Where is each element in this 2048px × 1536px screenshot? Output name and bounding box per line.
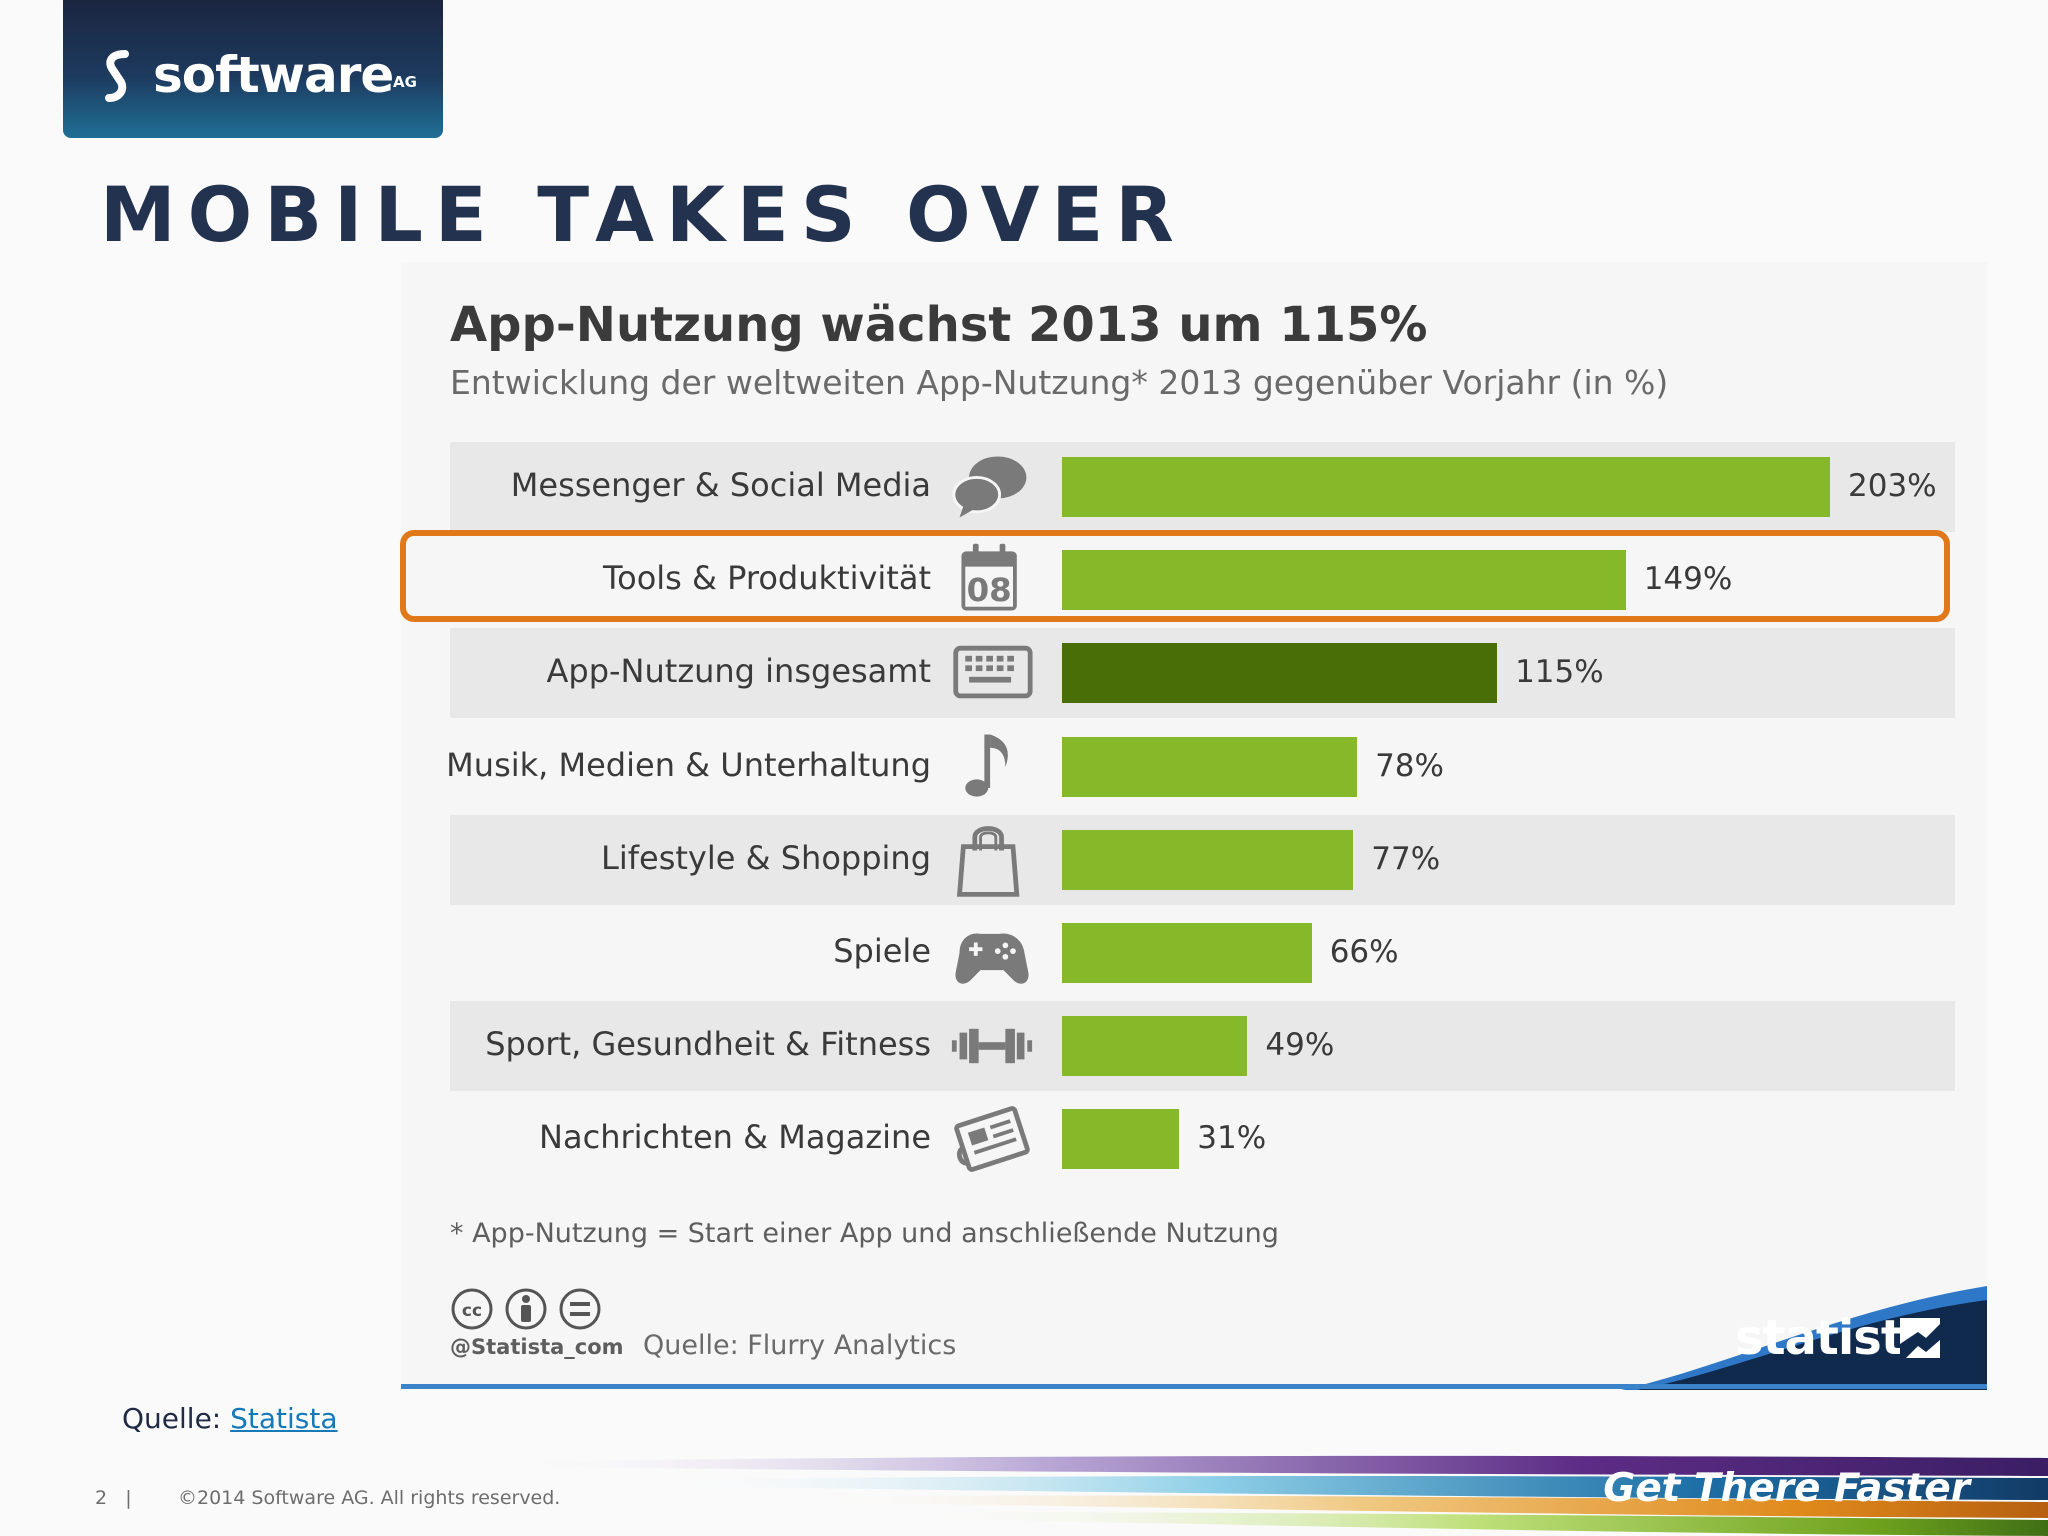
calendar-icon: 08 <box>961 543 1017 611</box>
category-label-messenger-social-media: Messenger & Social Media <box>510 466 931 504</box>
value-label-app-nutzung-insgesamt: 115% <box>1515 654 1604 691</box>
footer-swoosh <box>500 1455 2048 1536</box>
software-ag-logo: software AG <box>63 0 443 138</box>
gamepad-icon <box>955 933 1029 984</box>
newspaper-icon <box>954 1106 1030 1173</box>
shopping-bag-icon <box>956 825 1020 897</box>
category-label-sport-gesundheit-fitness: Sport, Gesundheit & Fitness <box>485 1025 931 1064</box>
bar-app-nutzung-insgesamt <box>1062 643 1498 704</box>
logo-mark-icon <box>105 50 129 102</box>
speech-bubbles-icon <box>952 456 1027 518</box>
chart-subtitle: Entwicklung der weltweiten App-Nutzung* … <box>450 363 1669 402</box>
bar-messenger-social-media <box>1062 457 1830 517</box>
source-prefix: Quelle: <box>122 1402 222 1435</box>
bar-tools-produktivitat <box>1062 550 1626 611</box>
category-label-spiele: Spiele <box>833 932 931 970</box>
category-label-nachrichten-magazine: Nachrichten & Magazine <box>539 1118 931 1157</box>
value-label-tools-produktivitat: 149% <box>1643 561 1733 598</box>
logo-suffix: AG <box>393 73 417 91</box>
chart-title: App-Nutzung wächst 2013 um 115% <box>450 297 1428 353</box>
bar-lifestyle-shopping <box>1062 829 1354 890</box>
value-label-musik-medien-unterhaltung: 78% <box>1375 747 1444 784</box>
category-label-musik-medien-unterhaltung: Musik, Medien & Unterhaltung <box>446 745 931 784</box>
category-label-lifestyle-shopping: Lifestyle & Shopping <box>601 838 931 877</box>
bar-sport-gesundheit-fitness <box>1062 1016 1248 1077</box>
copyright: ©2014 Software AG. All rights reserved. <box>178 1487 561 1509</box>
dumbbell-icon <box>951 1029 1033 1064</box>
value-label-spiele: 66% <box>1329 934 1399 970</box>
keyboard-icon <box>953 646 1033 699</box>
category-label-app-nutzung-insgesamt: App-Nutzung insgesamt <box>546 652 931 691</box>
value-label-nachrichten-magazine: 31% <box>1197 1120 1267 1157</box>
credit-handle: @Statista_com <box>450 1335 624 1359</box>
slide-title: MOBILE TAKES OVER <box>100 170 1186 259</box>
bar-nachrichten-magazine <box>1062 1109 1180 1170</box>
statista-mark-icon <box>1900 1318 1940 1358</box>
value-label-messenger-social-media: 203% <box>1848 468 1937 504</box>
chart-footnote: * App-Nutzung = Start einer App und ansc… <box>450 1218 1279 1249</box>
chart-source: Quelle: Flurry Analytics <box>643 1330 957 1361</box>
value-label-sport-gesundheit-fitness: 49% <box>1265 1027 1335 1064</box>
bar-spiele <box>1062 923 1312 983</box>
creative-commons-icons: cc <box>451 1288 601 1330</box>
music-note-icon <box>965 734 1008 797</box>
category-label-tools-produktivitat: Tools & Produktivität <box>603 559 931 598</box>
svg-text:08: 08 <box>967 571 1012 609</box>
source-line: Quelle: Statista <box>122 1402 338 1435</box>
bar-musik-medien-unterhaltung <box>1062 736 1358 797</box>
statista-band <box>401 1286 1987 1390</box>
highlight-frame <box>400 530 1950 622</box>
source-link[interactable]: Statista <box>230 1402 338 1435</box>
value-label-lifestyle-shopping: 77% <box>1371 840 1441 877</box>
page-number: 2 | <box>95 1487 132 1509</box>
tagline: Get There Faster <box>1603 1466 1970 1511</box>
svg-text:cc: cc <box>462 1301 482 1321</box>
logo-text: software <box>153 46 394 104</box>
